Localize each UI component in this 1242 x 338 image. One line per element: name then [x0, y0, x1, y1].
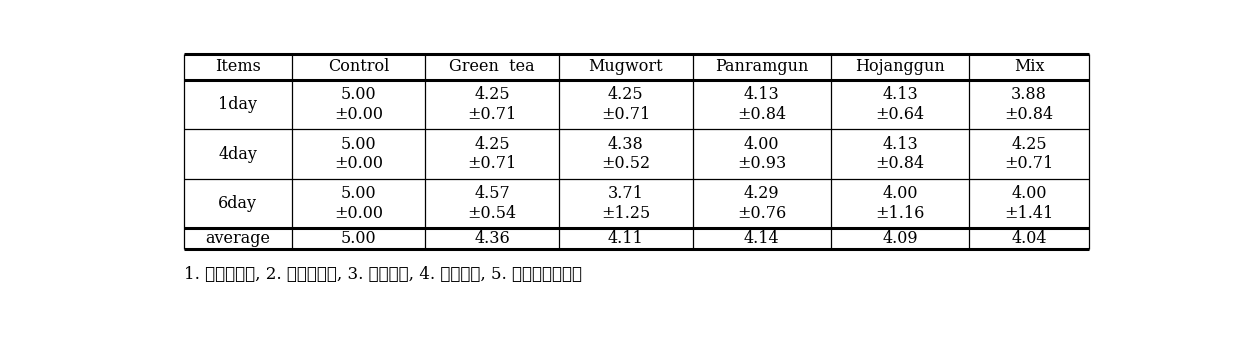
Text: 3.88: 3.88: [1011, 86, 1047, 103]
Text: ±0.64: ±0.64: [876, 106, 925, 123]
Text: ±0.00: ±0.00: [334, 106, 383, 123]
Text: ±0.52: ±0.52: [601, 155, 651, 172]
Text: Hojanggun: Hojanggun: [856, 58, 945, 75]
Text: 4.13: 4.13: [744, 86, 780, 103]
Text: 6day: 6day: [219, 195, 257, 212]
Text: ±1.41: ±1.41: [1005, 205, 1053, 222]
Text: ±0.71: ±0.71: [467, 155, 517, 172]
Text: ±0.93: ±0.93: [738, 155, 786, 172]
Text: 4.13: 4.13: [882, 136, 918, 153]
Text: 4.00: 4.00: [1011, 185, 1047, 202]
Text: ±0.71: ±0.71: [601, 106, 651, 123]
Text: 4.13: 4.13: [882, 86, 918, 103]
Text: 1. 매우심하다, 2. 조금심하다, 3. 보통이다, 4. 조금난다, 5. 전혀나지않는다: 1. 매우심하다, 2. 조금심하다, 3. 보통이다, 4. 조금난다, 5.…: [184, 266, 582, 283]
Text: 4.14: 4.14: [744, 230, 780, 247]
Text: 4.00: 4.00: [882, 185, 918, 202]
Text: 4.04: 4.04: [1011, 230, 1047, 247]
Text: 4.29: 4.29: [744, 185, 780, 202]
Text: 4day: 4day: [219, 146, 257, 163]
Text: 4.11: 4.11: [607, 230, 643, 247]
Text: Green  tea: Green tea: [450, 58, 535, 75]
Text: ±0.84: ±0.84: [738, 106, 786, 123]
Text: 4.36: 4.36: [474, 230, 510, 247]
Text: 1day: 1day: [219, 96, 257, 113]
Text: ±0.54: ±0.54: [467, 205, 517, 222]
Text: average: average: [205, 230, 271, 247]
Text: Control: Control: [328, 58, 389, 75]
Text: ±0.76: ±0.76: [738, 205, 786, 222]
Text: 5.00: 5.00: [340, 86, 376, 103]
Text: 4.25: 4.25: [1011, 136, 1047, 153]
Text: 4.38: 4.38: [607, 136, 643, 153]
Text: 4.00: 4.00: [744, 136, 780, 153]
Text: ±1.25: ±1.25: [601, 205, 651, 222]
Text: Panramgun: Panramgun: [715, 58, 809, 75]
Text: ±0.00: ±0.00: [334, 205, 383, 222]
Text: ±0.84: ±0.84: [1005, 106, 1053, 123]
Text: 3.71: 3.71: [607, 185, 643, 202]
Text: ±1.16: ±1.16: [876, 205, 925, 222]
Text: Mix: Mix: [1013, 58, 1045, 75]
Text: 4.25: 4.25: [609, 86, 643, 103]
Text: 5.00: 5.00: [340, 230, 376, 247]
Text: ±0.71: ±0.71: [1005, 155, 1053, 172]
Text: Items: Items: [215, 58, 261, 75]
Text: ±0.84: ±0.84: [876, 155, 925, 172]
Text: 5.00: 5.00: [340, 185, 376, 202]
Text: ±0.00: ±0.00: [334, 155, 383, 172]
Text: 4.25: 4.25: [474, 136, 510, 153]
Text: 4.25: 4.25: [474, 86, 510, 103]
Text: 4.57: 4.57: [474, 185, 510, 202]
Text: 4.09: 4.09: [882, 230, 918, 247]
Text: 5.00: 5.00: [340, 136, 376, 153]
Text: Mugwort: Mugwort: [589, 58, 663, 75]
Text: ±0.71: ±0.71: [467, 106, 517, 123]
